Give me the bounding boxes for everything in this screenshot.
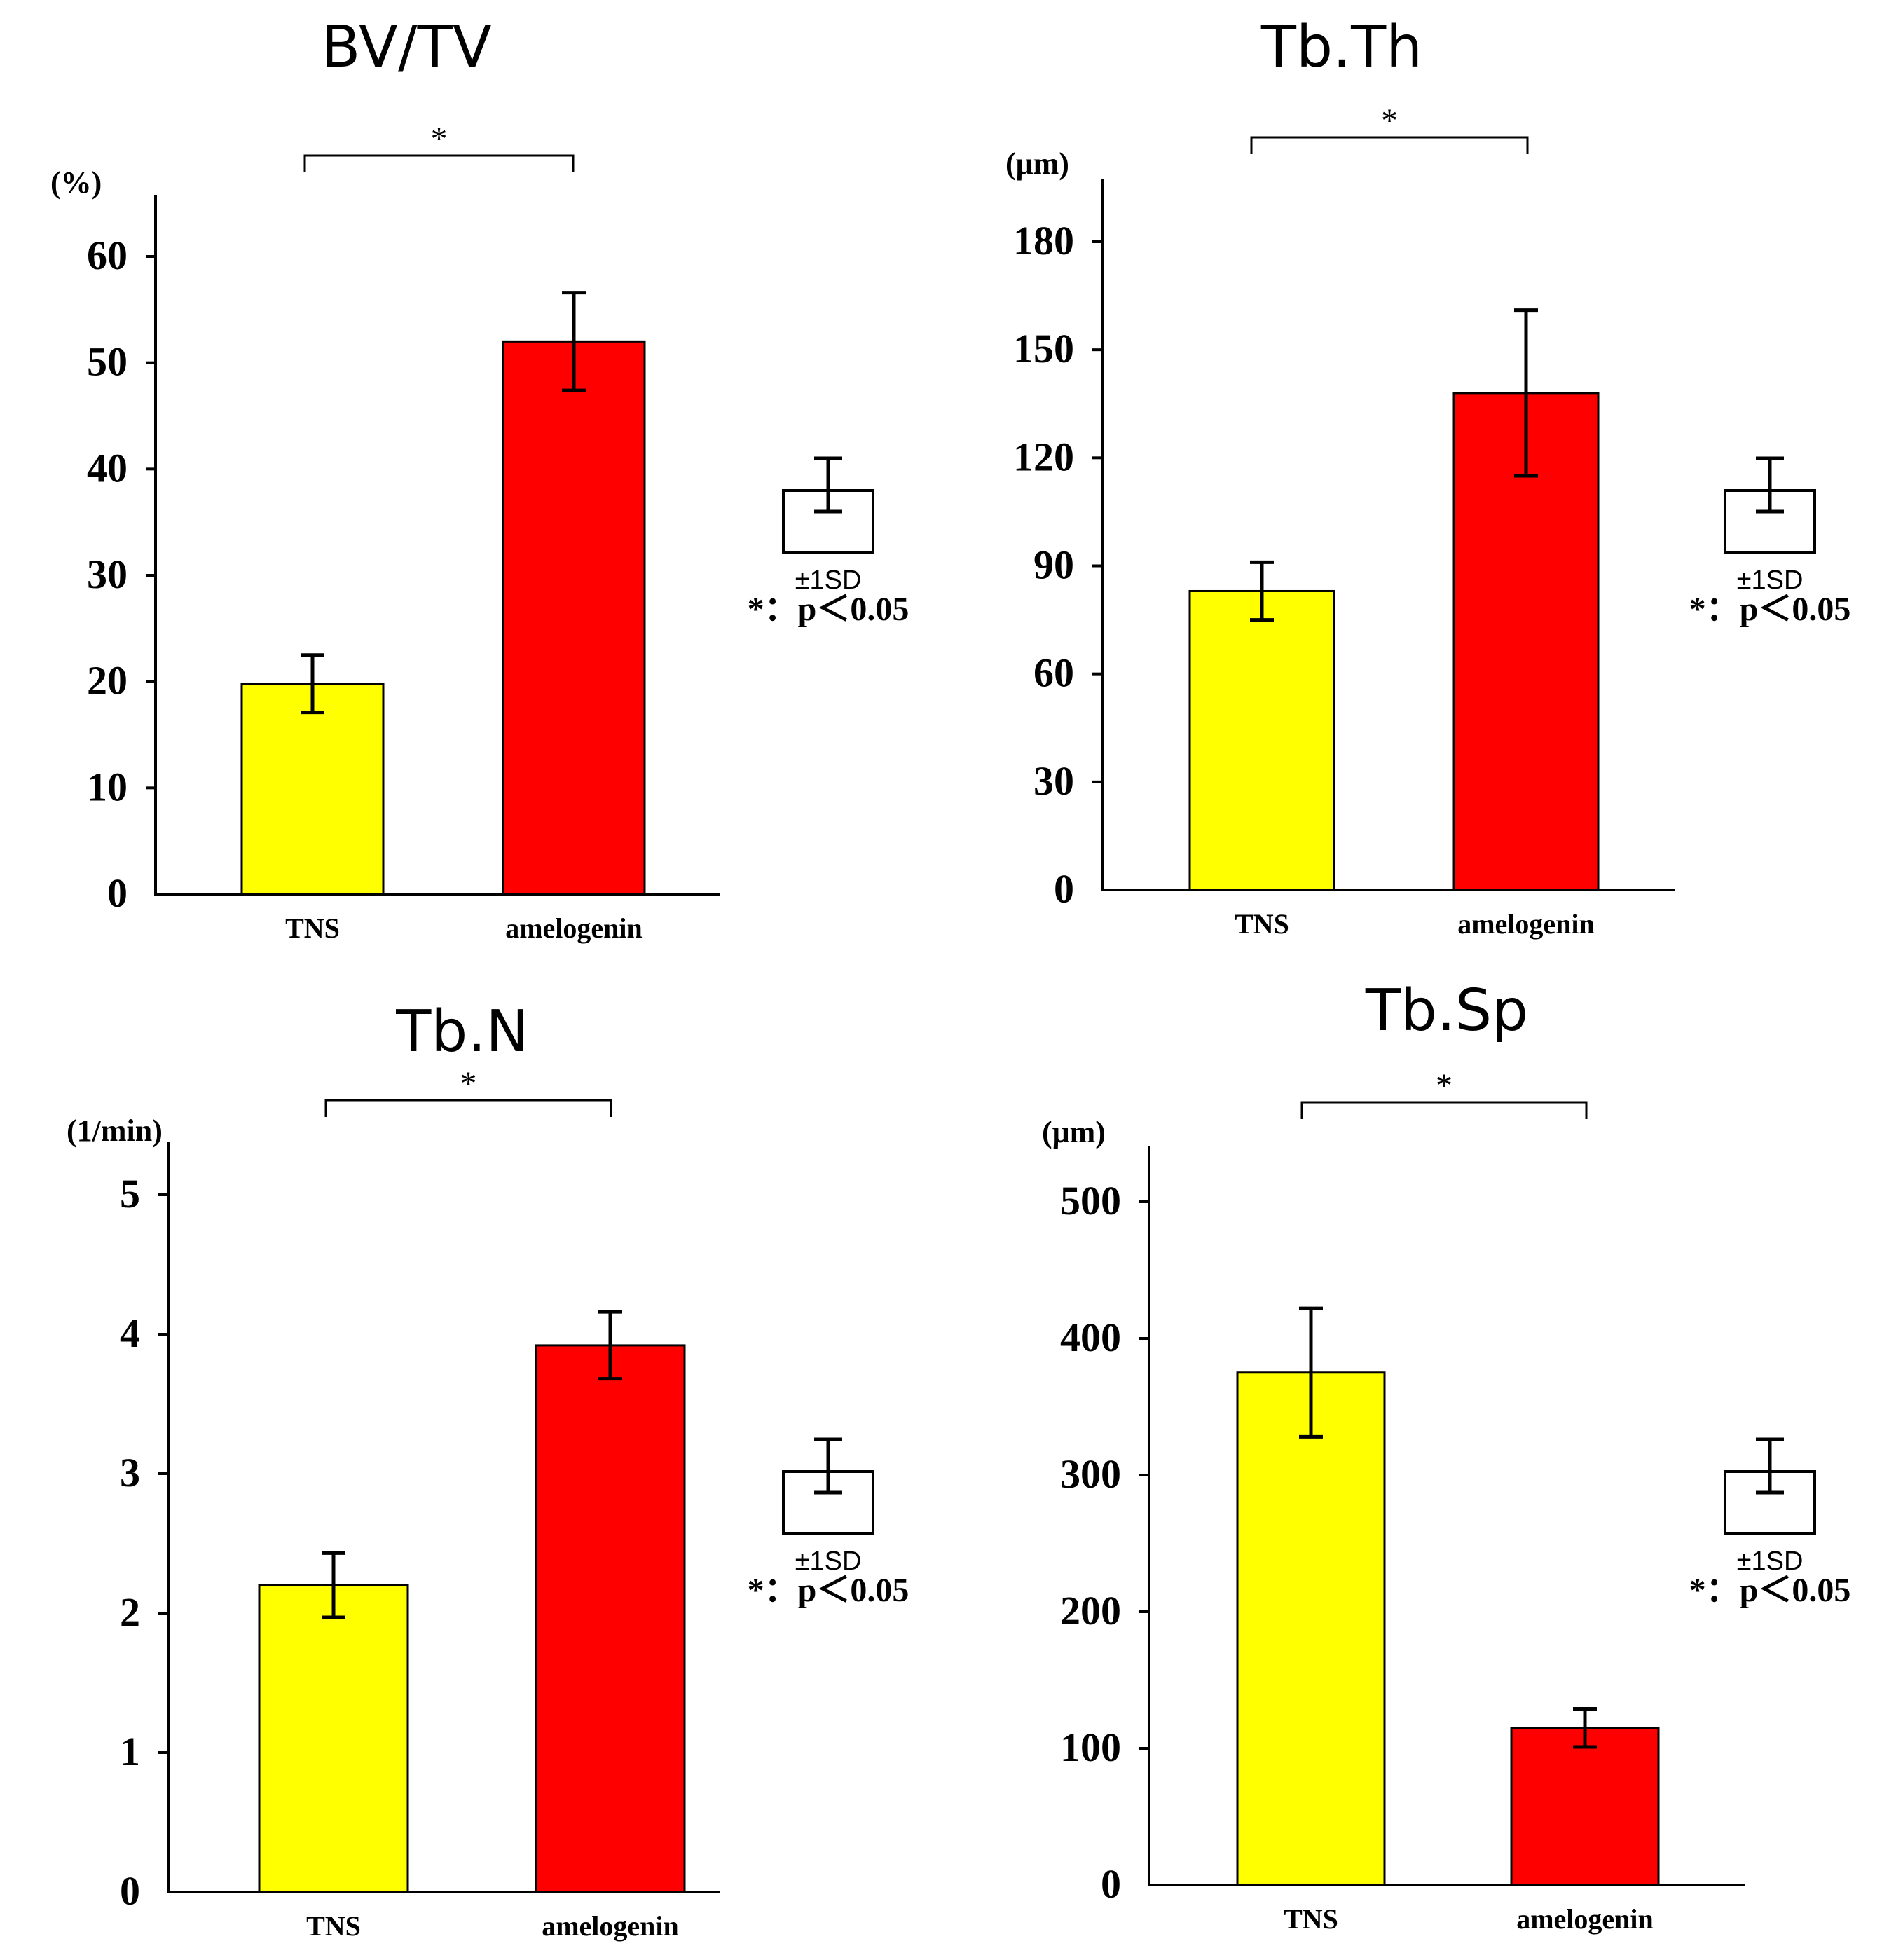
- y-tick-label: 150: [1013, 326, 1074, 371]
- bar-amelogenin: [535, 1344, 686, 1893]
- significance-bracket: [1300, 1101, 1588, 1119]
- significance-star: *: [460, 1065, 477, 1102]
- chart-title: Tb.N: [395, 999, 529, 1065]
- y-tick-label: 1: [120, 1729, 140, 1774]
- legend-sd-label: ±1SD: [795, 566, 862, 595]
- legend: ±1SD*：p＜0.05: [748, 456, 909, 628]
- y-tick-label: 20: [87, 658, 128, 704]
- y-tick-label: 50: [87, 339, 128, 385]
- y-tick-label: 400: [1060, 1315, 1121, 1360]
- legend-p-label: *：p＜0.05: [748, 591, 909, 628]
- y-tick-label: 500: [1060, 1178, 1121, 1224]
- y-tick-label: 60: [1033, 650, 1074, 696]
- y-unit-label: (μm): [1005, 146, 1069, 181]
- category-label: TNS: [1284, 1903, 1338, 1935]
- y-tick-label: 0: [120, 1868, 140, 1914]
- y-tick-label: 0: [1054, 866, 1074, 912]
- y-tick-label: 3: [120, 1450, 140, 1495]
- significance-bracket: [303, 154, 575, 172]
- y-tick-label: 120: [1013, 434, 1074, 479]
- y-tick-label: 30: [1033, 758, 1074, 804]
- bar-tns: [1236, 1371, 1386, 1886]
- chart-panel-1: Tb.Th (μm) 0 30 60 90 120 150 180 TNS amelogenin * ±…: [1005, 14, 1850, 940]
- category-label: amelogenin: [1457, 908, 1595, 940]
- chart-panel-2: Tb.N (1/min) 0 1 2 3 4 5 TNS amelogenin * ±1SD*：p＜0…: [67, 999, 909, 1942]
- legend-bar-swatch: [782, 489, 874, 554]
- category-label: TNS: [285, 912, 340, 944]
- y-tick-label: 30: [87, 551, 128, 597]
- bar-tns: [258, 1584, 409, 1893]
- legend-p-label: *：p＜0.05: [748, 1572, 909, 1609]
- legend-p-label: *：p＜0.05: [1689, 1572, 1851, 1609]
- y-unit-label: (1/min): [67, 1113, 163, 1148]
- bar-amelogenin: [1510, 1727, 1660, 1886]
- y-tick-label: 2: [120, 1589, 140, 1635]
- significance-bracket: [1250, 136, 1529, 154]
- chart-title: Tb.Th: [1260, 14, 1422, 81]
- y-tick-label: 180: [1013, 218, 1074, 263]
- category-label: TNS: [306, 1910, 361, 1942]
- y-tick-label: 4: [120, 1310, 140, 1356]
- category-label: amelogenin: [505, 912, 643, 944]
- y-tick-label: 10: [87, 764, 128, 809]
- legend: ±1SD*：p＜0.05: [1689, 456, 1851, 628]
- y-tick-label: 300: [1060, 1451, 1121, 1497]
- chart-panel-0: BV/TV (%) 0 10 20 30 40 50 60 TNS amelogenin * ±1SD*…: [50, 14, 909, 944]
- legend-sd-label: ±1SD: [795, 1547, 862, 1576]
- y-tick-label: 90: [1033, 542, 1074, 588]
- y-tick-label: 60: [87, 233, 128, 278]
- y-tick-label: 200: [1060, 1588, 1121, 1633]
- y-tick-label: 5: [120, 1171, 140, 1217]
- bar-tns: [240, 683, 385, 896]
- significance-bracket: [324, 1099, 612, 1117]
- chart-title: Tb.Sp: [1365, 978, 1528, 1044]
- legend: ±1SD*：p＜0.05: [1689, 1437, 1851, 1609]
- legend-p-label: *：p＜0.05: [1689, 591, 1851, 628]
- y-tick-label: 0: [107, 870, 128, 916]
- y-tick-label: 0: [1101, 1861, 1121, 1907]
- y-tick-label: 40: [87, 445, 128, 491]
- category-label: amelogenin: [542, 1910, 679, 1942]
- y-unit-label: (μm): [1042, 1115, 1106, 1149]
- chart-panel-3: Tb.Sp (μm) 0 100 200 300 400 500 TNS amelogenin * ±…: [1042, 978, 1850, 1935]
- significance-star: *: [1381, 102, 1398, 139]
- category-label: TNS: [1235, 908, 1289, 940]
- bar-tns: [1188, 589, 1335, 891]
- chart-title: BV/TV: [321, 14, 492, 81]
- significance-star: *: [1436, 1067, 1452, 1104]
- legend-sd-label: ±1SD: [1737, 566, 1804, 595]
- bar-amelogenin: [502, 340, 646, 896]
- legend-sd-label: ±1SD: [1737, 1547, 1804, 1576]
- category-label: amelogenin: [1516, 1903, 1654, 1935]
- significance-star: *: [431, 121, 448, 158]
- legend: ±1SD*：p＜0.05: [748, 1437, 909, 1609]
- y-unit-label: (%): [50, 165, 102, 200]
- y-tick-label: 100: [1060, 1725, 1121, 1770]
